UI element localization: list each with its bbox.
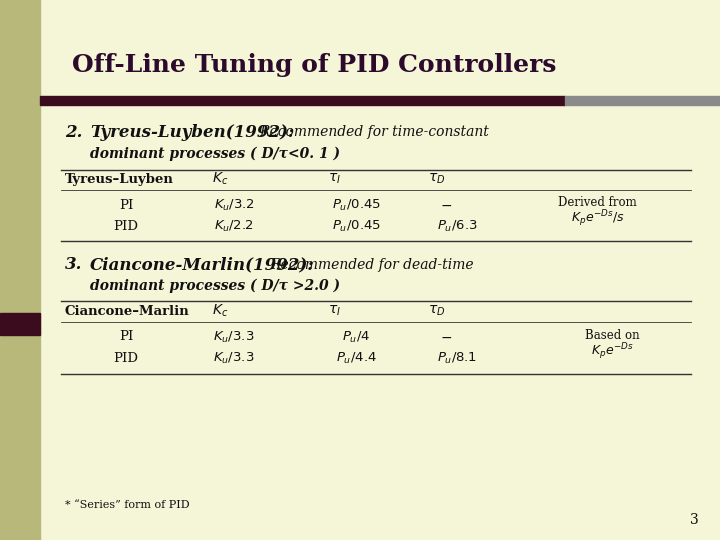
Text: $P_u/4$: $P_u/4$ bbox=[342, 329, 371, 345]
Text: $K_p e^{-Ds}$: $K_p e^{-Ds}$ bbox=[590, 342, 634, 362]
Text: $K_c$: $K_c$ bbox=[212, 171, 229, 187]
Bar bbox=[40, 96, 565, 105]
Text: $P_u/8.1$: $P_u/8.1$ bbox=[437, 351, 477, 366]
Text: $-$: $-$ bbox=[441, 330, 452, 344]
Text: $K_c$: $K_c$ bbox=[212, 303, 229, 319]
Text: $\tau_D$: $\tau_D$ bbox=[428, 304, 446, 318]
Text: $P_u/6.3$: $P_u/6.3$ bbox=[437, 219, 477, 234]
Text: 3.: 3. bbox=[65, 256, 82, 273]
Bar bbox=[0, 313, 40, 335]
Text: * “Series” form of PID: * “Series” form of PID bbox=[65, 500, 189, 510]
Text: $K_p e^{-Ds}/s$: $K_p e^{-Ds}/s$ bbox=[571, 208, 624, 229]
Bar bbox=[565, 96, 720, 105]
Text: 3: 3 bbox=[690, 512, 698, 526]
Text: PI: PI bbox=[119, 199, 133, 212]
Text: $\tau_I$: $\tau_I$ bbox=[328, 304, 341, 318]
Text: Tyreus-Luyben(1992):: Tyreus-Luyben(1992): bbox=[90, 124, 294, 141]
Text: $\tau_D$: $\tau_D$ bbox=[428, 172, 446, 186]
Text: $P_u/0.45$: $P_u/0.45$ bbox=[332, 198, 381, 213]
Text: $K_u/3.3$: $K_u/3.3$ bbox=[213, 329, 255, 345]
Text: $\tau_I$: $\tau_I$ bbox=[328, 172, 341, 186]
Text: PID: PID bbox=[114, 220, 138, 233]
Text: Recommended for time-constant: Recommended for time-constant bbox=[259, 125, 489, 139]
Text: Recommended for dead-time: Recommended for dead-time bbox=[270, 258, 474, 272]
Text: $K_u/2.2$: $K_u/2.2$ bbox=[214, 219, 254, 234]
Text: Tyreus–Luyben: Tyreus–Luyben bbox=[65, 173, 174, 186]
Text: 2.: 2. bbox=[65, 124, 82, 141]
Text: $K_u/3.3$: $K_u/3.3$ bbox=[213, 351, 255, 366]
Text: dominant processes ( D/τ >2.0 ): dominant processes ( D/τ >2.0 ) bbox=[90, 279, 340, 293]
Text: Derived from: Derived from bbox=[558, 196, 637, 209]
Text: $-$: $-$ bbox=[441, 198, 452, 212]
Text: $P_u/0.45$: $P_u/0.45$ bbox=[332, 219, 381, 234]
Text: $K_u/3.2$: $K_u/3.2$ bbox=[214, 198, 254, 213]
Text: $P_u/4.4$: $P_u/4.4$ bbox=[336, 351, 377, 366]
Bar bbox=[0, 0, 40, 540]
Text: PID: PID bbox=[114, 352, 138, 365]
Text: Ciancone–Marlin: Ciancone–Marlin bbox=[65, 305, 189, 318]
Text: dominant processes ( D/τ<0. 1 ): dominant processes ( D/τ<0. 1 ) bbox=[90, 147, 340, 161]
Text: PI: PI bbox=[119, 330, 133, 343]
Text: Off-Line Tuning of PID Controllers: Off-Line Tuning of PID Controllers bbox=[72, 53, 557, 77]
Text: Ciancone-Marlin(1992):: Ciancone-Marlin(1992): bbox=[90, 256, 315, 273]
Text: Based on: Based on bbox=[585, 329, 639, 342]
